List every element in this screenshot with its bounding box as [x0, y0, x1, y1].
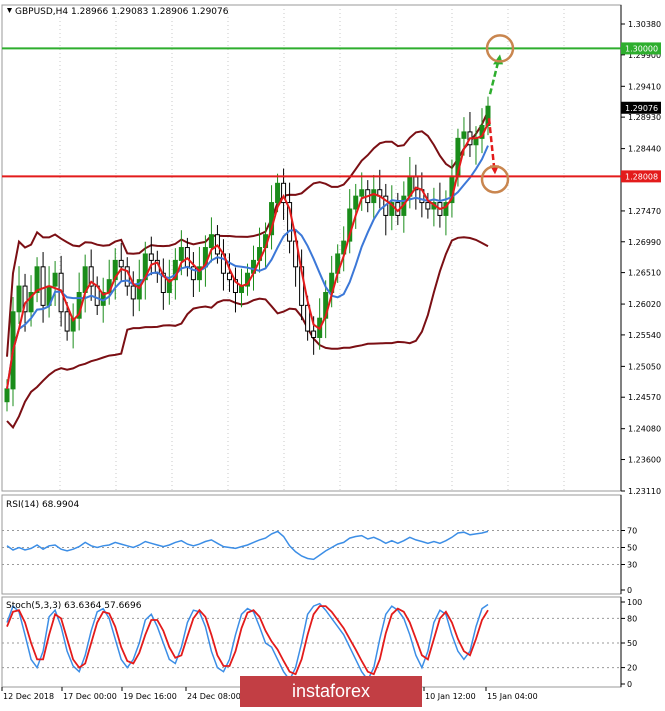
stochastic-tick-label: 80	[627, 614, 637, 623]
candle-body	[443, 202, 449, 216]
stochastic-grid	[2, 617, 621, 669]
forecast-annotations	[480, 34, 515, 194]
time-tick-label: 10 Jan 12:00	[425, 692, 476, 701]
stochastic-series	[6, 602, 489, 682]
downside-target-circle	[480, 165, 510, 194]
candle-body	[425, 202, 431, 210]
time-tick-label: 12 Dec 2018	[3, 692, 54, 701]
stochastic-tick-label: 50	[627, 639, 637, 648]
candle-body	[22, 285, 28, 313]
candle-body	[16, 285, 22, 313]
time-tick-label: 24 Dec 08:00	[187, 692, 241, 701]
instaforex-watermark: instaforex	[240, 676, 422, 707]
candle-body	[40, 266, 46, 306]
candle-body	[142, 253, 148, 281]
candle-body	[359, 189, 365, 197]
price-level-tag	[621, 42, 661, 55]
candle-body	[389, 202, 395, 216]
candle-body	[371, 189, 377, 204]
main-chart-title: GBPUSD,H4 1.28966 1.29083 1.28906 1.2907…	[15, 7, 229, 17]
candle-body	[118, 259, 124, 268]
fast-moving-average-line	[6, 122, 489, 390]
candle-body	[226, 272, 232, 281]
chevron-down-icon[interactable]	[7, 8, 12, 13]
price-tick-label: 1.28930	[628, 113, 661, 122]
price-tick-label: 1.27470	[628, 207, 661, 216]
horizontal-levels: 1.30000 1.28008 1.29076	[2, 42, 661, 183]
bearish-forecast-arrow	[487, 118, 496, 167]
candle-body	[88, 266, 94, 287]
candle-body	[130, 285, 136, 300]
candle-body	[196, 266, 202, 281]
time-axis-ticks: 12 Dec 2018 17 Dec 00:00 19 Dec 16:00 24 De…	[1, 687, 538, 701]
rsi-pane	[1, 494, 622, 595]
candle-body	[281, 182, 287, 204]
candle-body	[166, 279, 172, 294]
time-tick-label: 17 Dec 00:00	[63, 692, 117, 701]
rsi-grid	[2, 530, 621, 565]
rsi-series	[6, 530, 489, 561]
candle-body	[305, 304, 311, 332]
price-tick-label: 1.28440	[628, 145, 661, 154]
last-price-tag-label: 1.29076	[625, 104, 658, 113]
stochastic-tick-label: 0	[627, 680, 632, 689]
upside-target-circle	[485, 34, 515, 63]
candle-body	[275, 182, 281, 204]
time-tick-label: 19 Dec 16:00	[123, 692, 177, 701]
price-tick-label: 1.29410	[628, 82, 661, 91]
price-tick-label: 1.26990	[628, 238, 661, 247]
rsi-line	[6, 530, 489, 561]
price-tick-label: 1.30380	[628, 20, 661, 29]
price-level-tag-label: 1.30000	[625, 44, 658, 53]
price-tick-label: 1.26510	[628, 269, 661, 278]
stochastic-d-line	[6, 605, 489, 676]
candle-body	[190, 266, 196, 281]
candle-body	[148, 253, 154, 261]
price-tick-label: 1.24080	[628, 425, 661, 434]
candle-body	[34, 266, 40, 294]
stochastic-tick-label: 20	[627, 664, 637, 673]
price-tick-label: 1.29900	[628, 51, 661, 60]
stochastic-title: Stoch(5,3,3) 63.6364 57.6696	[6, 601, 142, 611]
lower-band-line	[6, 236, 489, 430]
candle-body	[353, 195, 359, 210]
bullish-forecast-arrow	[488, 62, 500, 95]
last-price-tag	[621, 101, 661, 114]
price-tick-label: 1.26020	[628, 300, 661, 309]
rsi-title: RSI(14) 68.9904	[6, 500, 79, 510]
price-tick-label: 1.25050	[628, 362, 661, 371]
envelope-bands	[6, 110, 489, 430]
price-tick-label: 1.23600	[628, 456, 661, 465]
stochastic-tick-label: 100	[627, 598, 642, 607]
price-level-tag-label: 1.28008	[625, 172, 658, 181]
price-tick-label: 1.25540	[628, 331, 661, 340]
stochastic-k-line	[6, 602, 489, 682]
candle-body	[64, 311, 70, 332]
price-tick-label: 1.23110	[628, 487, 661, 496]
candle-body	[52, 272, 58, 287]
candle-body	[311, 330, 317, 338]
price-axis-ticks: 1.30380 1.29900 1.29410 1.28930 1.28440 1.274…	[621, 20, 661, 496]
candle-body	[461, 131, 467, 139]
candle-body	[473, 137, 479, 146]
moving-averages	[6, 122, 489, 390]
rsi-tick-label: 70	[627, 527, 637, 536]
upper-band-line	[6, 110, 489, 357]
candle-body	[28, 292, 34, 313]
time-tick-label: 15 Jan 04:00	[487, 692, 538, 701]
stochastic-axis-ticks: 100 80 50 20 0	[621, 598, 642, 689]
main-price-pane	[1, 4, 622, 492]
rsi-tick-label: 30	[627, 561, 637, 570]
price-level-tag	[621, 170, 661, 183]
price-tick-label: 1.24570	[628, 393, 661, 402]
rsi-axis-ticks: 70 50 30 0	[621, 527, 637, 595]
rsi-tick-label: 50	[627, 544, 637, 553]
candle-body	[178, 247, 184, 261]
candle-body	[208, 234, 214, 249]
rsi-tick-label: 0	[627, 586, 632, 595]
candle-body	[4, 388, 10, 403]
